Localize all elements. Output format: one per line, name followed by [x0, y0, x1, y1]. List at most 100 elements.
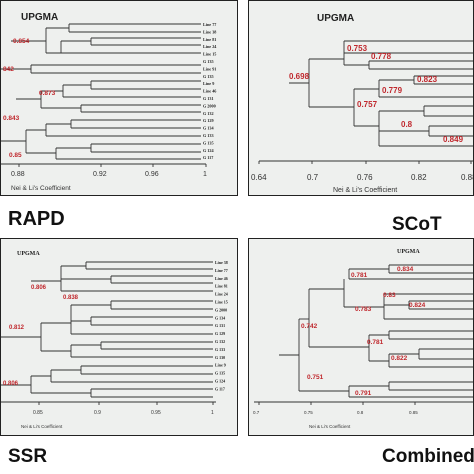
rapd-node-value: 842 — [3, 66, 14, 73]
scot-node-value: 0.779 — [382, 86, 403, 95]
combined-tick-label: 0.8 — [357, 410, 364, 415]
ssr-node-value: 0.838 — [63, 295, 79, 301]
rapd-leaf-label: G 2000 — [203, 103, 216, 108]
rapd-leaf-label: Line 9 — [203, 81, 214, 86]
rapd-caption: RAPD — [8, 208, 65, 230]
rapd-node-value: 0.85 — [9, 152, 22, 159]
ssr-tick-label: 0.9 — [94, 410, 101, 416]
ssr-caption: SSR — [8, 446, 48, 467]
scot-tick-label: 0.88 — [461, 173, 474, 182]
ssr-leaf-label: G 133 — [215, 347, 225, 352]
ssr-leaf-label: Line 15 — [215, 300, 228, 305]
ssr-leaf-label: Line 81 — [215, 284, 228, 289]
rapd-title: UPGMA — [21, 12, 58, 23]
ssr-leaf-label: Line 38 — [215, 260, 228, 265]
ssr-node-value: 0.806 — [31, 285, 47, 291]
scot-node-value: 0.757 — [357, 100, 378, 109]
scot-node-value: 0.778 — [371, 52, 392, 61]
scot-node-value: 0.8 — [401, 120, 413, 129]
scot-dendrogram-panel: UPGMA — [248, 0, 474, 196]
combined-node-value: 0.791 — [355, 390, 372, 397]
ssr-node-value: 0.812 — [9, 325, 25, 331]
rapd-leaf-label: G 131 — [203, 96, 214, 101]
ssr-axis-label: Nei & Li's Coefficient — [21, 424, 63, 429]
rapd-leaf-label: G 134 — [203, 126, 214, 131]
ssr-leaf-label: G 134 — [215, 315, 225, 320]
ssr-tick-label: 0.95 — [151, 410, 161, 416]
combined-tick-label: 0.75 — [304, 410, 313, 415]
scot-dendrogram: UPGMA — [251, 13, 474, 194]
combined-tick-label: 0.7 — [253, 410, 260, 415]
ssr-tick-label: 0.85 — [33, 410, 43, 416]
ssr-dendrogram: UPGMA Line 38 Line 77 Line 46 Line 81 Line 2… — [1, 251, 228, 429]
combined-node-value: 0.751 — [307, 374, 324, 381]
rapd-tree-branches — [1, 23, 207, 167]
rapd-tick-label: 0.96 — [145, 171, 159, 178]
ssr-leaf-label: G 124 — [215, 379, 225, 384]
rapd-leaf-label: G 124 — [203, 148, 214, 153]
ssr-leaf-label: Line 46 — [215, 276, 228, 281]
combined-tick-label: 0.85 — [409, 410, 418, 415]
ssr-leaf-label: G 131 — [215, 323, 225, 328]
rapd-node-value: 0.873 — [39, 90, 56, 97]
combined-tree-branches — [254, 264, 473, 405]
rapd-leaf-label: Line 81 — [203, 37, 216, 42]
scot-tick-label: 0.64 — [251, 173, 267, 182]
rapd-tick-label: 0.88 — [11, 171, 25, 178]
ssr-leaf-label: G 132 — [215, 339, 225, 344]
scot-caption: SCoT — [392, 214, 442, 235]
ssr-tick-label: 1 — [211, 410, 214, 416]
combined-node-value: 0.742 — [301, 323, 318, 330]
combined-node-value: 0.781 — [351, 272, 368, 279]
rapd-node-value: 0.854 — [13, 38, 30, 45]
rapd-dendrogram: UPGMA Line 77 Line 38 Line 81 Line 24 Line 1… — [1, 12, 217, 192]
scot-node-value: 0.753 — [347, 44, 368, 53]
rapd-tick-label: 0.92 — [93, 171, 107, 178]
rapd-leaf-label: Line 46 — [203, 89, 216, 94]
ssr-title: UPGMA — [17, 251, 40, 257]
rapd-leaf-label: Line 91 — [203, 66, 216, 71]
scot-node-value: 0.849 — [443, 135, 464, 144]
rapd-leaf-label: G 135 — [203, 59, 214, 64]
rapd-axis-label: Nei & Li's Coefficient — [11, 185, 71, 192]
rapd-leaf-label: G 135 — [203, 140, 214, 145]
ssr-dendrogram-panel: UPGMA Line 38 Line 77 Line 46 Line 81 Line 2… — [0, 238, 238, 436]
scot-title: UPGMA — [317, 13, 354, 24]
combined-node-value: 0.824 — [409, 302, 426, 309]
scot-node-value: 0.823 — [417, 75, 438, 84]
combined-dendrogram-panel: UPGMA — [248, 238, 474, 436]
ssr-leaf-label: G 2000 — [215, 307, 227, 312]
rapd-dendrogram-panel: UPGMA Line 77 Line 38 Line 81 Line 24 Line 1… — [0, 0, 238, 196]
combined-node-value: 0.783 — [355, 306, 372, 313]
rapd-leaf-label: G 132 — [203, 111, 214, 116]
combined-node-value: 0.83 — [383, 292, 396, 299]
rapd-leaf-label: Line 77 — [203, 22, 216, 27]
combined-node-value: 0.781 — [367, 339, 384, 346]
ssr-leaf-label: Line 9 — [215, 363, 226, 368]
scot-axis-label: Nei & Li's Coefficient — [333, 187, 397, 194]
scot-tick-label: 0.76 — [357, 173, 373, 182]
scot-node-value: 0.698 — [289, 72, 310, 81]
ssr-leaf-label: G 135 — [215, 371, 225, 376]
combined-caption: Combined — [382, 446, 474, 467]
ssr-leaf-label: G 117 — [215, 386, 225, 391]
ssr-leaf-label: G 130 — [215, 355, 225, 360]
rapd-leaf-label: Line 24 — [203, 44, 217, 49]
combined-node-value: 0.822 — [391, 355, 408, 362]
rapd-tick-label: 1 — [203, 171, 207, 178]
rapd-leaf-label: G 135 — [203, 74, 214, 79]
rapd-leaf-label: Line 38 — [203, 29, 216, 34]
combined-dendrogram: UPGMA — [253, 249, 473, 429]
ssr-node-value: 0.806 — [3, 381, 19, 387]
rapd-leaf-label: G 133 — [203, 133, 214, 138]
scot-tick-label: 0.82 — [411, 173, 427, 182]
ssr-leaf-label: G 129 — [215, 331, 225, 336]
ssr-leaf-label: Line 24 — [215, 292, 228, 297]
combined-node-value: 0.834 — [397, 266, 414, 273]
rapd-leaf-label: Line 15 — [203, 52, 216, 57]
rapd-leaf-label: G 129 — [203, 118, 214, 123]
scot-tree-branches — [258, 40, 473, 164]
ssr-tree-branches — [1, 261, 216, 405]
rapd-node-value: 0.843 — [3, 115, 20, 122]
scot-tick-label: 0.7 — [307, 173, 319, 182]
